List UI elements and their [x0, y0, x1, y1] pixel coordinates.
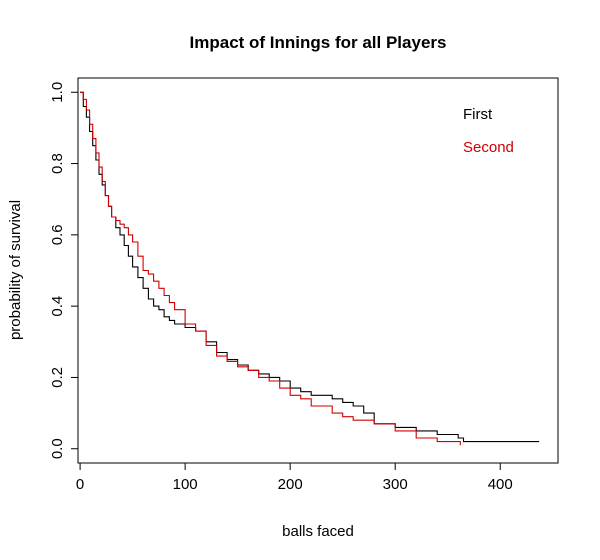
y-axis-label: probability of survival	[7, 200, 24, 340]
series-layer	[80, 91, 540, 446]
series-line-second	[80, 91, 461, 446]
legend-entry-second: Second	[463, 139, 514, 156]
y-tick-label: 0.6	[49, 224, 66, 245]
y-tick-label: 0.8	[49, 153, 66, 174]
x-tick-label: 100	[173, 476, 198, 493]
x-axis-ticks: 0 100 200 300 400	[76, 463, 513, 493]
chart-title: Impact of Innings for all Players	[190, 33, 447, 52]
y-tick-label: 0.0	[49, 438, 66, 459]
plot-frame	[77, 77, 559, 464]
x-tick-label: 400	[488, 476, 513, 493]
y-tick-label: 0.2	[49, 367, 66, 388]
legend: First Second	[463, 106, 514, 156]
y-axis-ticks: 0.0 0.2 0.4 0.6 0.8 1.0	[49, 82, 78, 459]
y-tick-label: 0.4	[49, 296, 66, 317]
y-tick-label: 1.0	[49, 82, 66, 103]
x-tick-label: 300	[383, 476, 408, 493]
x-tick-label: 200	[278, 476, 303, 493]
x-tick-label: 0	[76, 476, 84, 493]
x-axis-label: balls faced	[282, 523, 354, 540]
legend-entry-first: First	[463, 106, 493, 123]
